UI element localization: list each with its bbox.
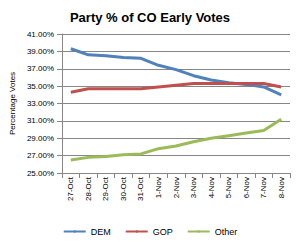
svg-text:1-Nov: 1-Nov [154, 177, 163, 198]
svg-text:5-Nov: 5-Nov [224, 177, 233, 198]
svg-text:2-Nov: 2-Nov [172, 177, 181, 198]
svg-text:25.00%: 25.00% [27, 169, 54, 178]
svg-text:Percentage Votes: Percentage Votes [8, 72, 17, 135]
svg-text:6-Nov: 6-Nov [242, 177, 251, 198]
svg-text:31-Oct: 31-Oct [136, 176, 145, 201]
svg-text:29.00%: 29.00% [27, 134, 54, 143]
svg-text:29-Oct: 29-Oct [101, 176, 110, 201]
svg-text:DEM: DEM [91, 227, 111, 237]
svg-text:27-Oct: 27-Oct [66, 176, 75, 201]
svg-text:39.00%: 39.00% [27, 47, 54, 56]
svg-text:Other: Other [215, 227, 238, 237]
svg-text:31.00%: 31.00% [27, 116, 54, 125]
svg-text:27.00%: 27.00% [27, 151, 54, 160]
svg-text:41.00%: 41.00% [27, 30, 54, 39]
svg-text:8-Nov: 8-Nov [277, 177, 286, 198]
svg-text:28-Oct: 28-Oct [84, 176, 93, 201]
svg-text:Party % of CO Early Votes: Party % of CO Early Votes [70, 10, 230, 25]
svg-text:GOP: GOP [153, 227, 173, 237]
svg-text:7-Nov: 7-Nov [259, 177, 268, 198]
svg-text:4-Nov: 4-Nov [207, 177, 216, 198]
svg-text:37.00%: 37.00% [27, 64, 54, 73]
svg-text:30-Oct: 30-Oct [119, 176, 128, 201]
svg-text:35.00%: 35.00% [27, 82, 54, 91]
svg-text:3-Nov: 3-Nov [189, 177, 198, 198]
svg-text:33.00%: 33.00% [27, 99, 54, 108]
